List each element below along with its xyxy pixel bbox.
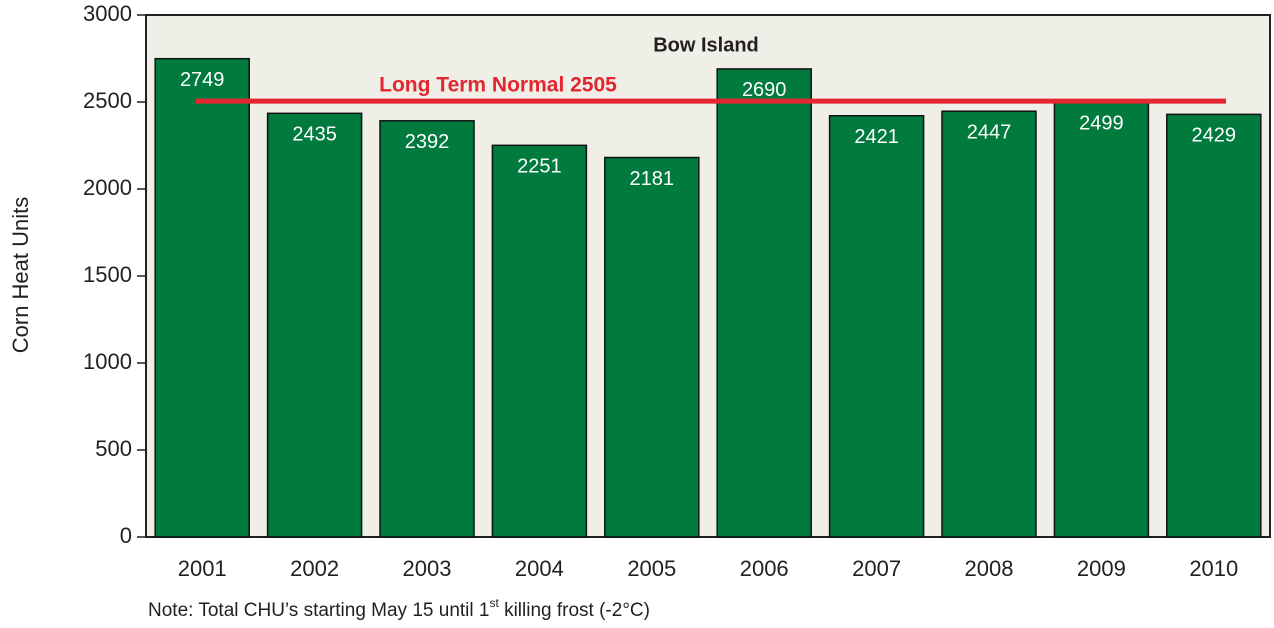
x-tick-label: 2009 (1077, 556, 1126, 581)
value-label: 2421 (854, 126, 899, 148)
x-tick-label: 2003 (403, 556, 452, 581)
chart-title: Bow Island (653, 34, 759, 56)
y-tick-label: 3000 (83, 1, 132, 26)
value-label: 2435 (292, 124, 337, 146)
bar (1166, 113, 1262, 538)
note-text: Note: Total CHU’s starting May 15 until … (148, 600, 489, 621)
note: Note: Total CHU’s starting May 15 until … (148, 596, 650, 621)
x-tick-label: 2006 (740, 556, 789, 581)
bar (1053, 101, 1150, 538)
value-label: 2447 (967, 122, 1012, 144)
value-label: 2392 (405, 131, 450, 153)
x-tick-label: 2008 (965, 556, 1014, 581)
y-tick-label: 0 (120, 523, 132, 548)
x-tick-label: 2010 (1189, 556, 1238, 581)
value-label: 2429 (1192, 125, 1237, 147)
y-tick-label: 500 (95, 436, 132, 461)
value-label: 2181 (630, 168, 675, 190)
x-tick-label: 2007 (852, 556, 901, 581)
y-tick-label: 2500 (83, 88, 132, 113)
value-label: 2690 (742, 79, 787, 101)
bar (266, 112, 363, 538)
x-tick-label: 2005 (627, 556, 676, 581)
bar (154, 57, 250, 538)
bar (716, 68, 812, 538)
x-tick-label: 2002 (290, 556, 339, 581)
value-label: 2749 (180, 69, 225, 91)
bar (941, 110, 1037, 538)
bar (828, 114, 925, 538)
y-axis-label: Corn Heat Units (8, 197, 33, 354)
x-tick-label: 2004 (515, 556, 564, 581)
value-label: 2499 (1079, 112, 1124, 134)
bar (604, 156, 700, 538)
y-tick-label: 2000 (83, 175, 132, 200)
y-tick-label: 1000 (83, 349, 132, 374)
bar (491, 144, 588, 538)
note-text: killing frost (-2°C) (499, 600, 650, 621)
reference-label: Long Term Normal 2505 (379, 74, 617, 97)
y-tick-label: 1500 (83, 262, 132, 287)
value-label: 2251 (517, 156, 562, 178)
bar (379, 120, 475, 538)
note-superscript: st (489, 596, 499, 610)
x-tick-label: 2001 (178, 556, 227, 581)
